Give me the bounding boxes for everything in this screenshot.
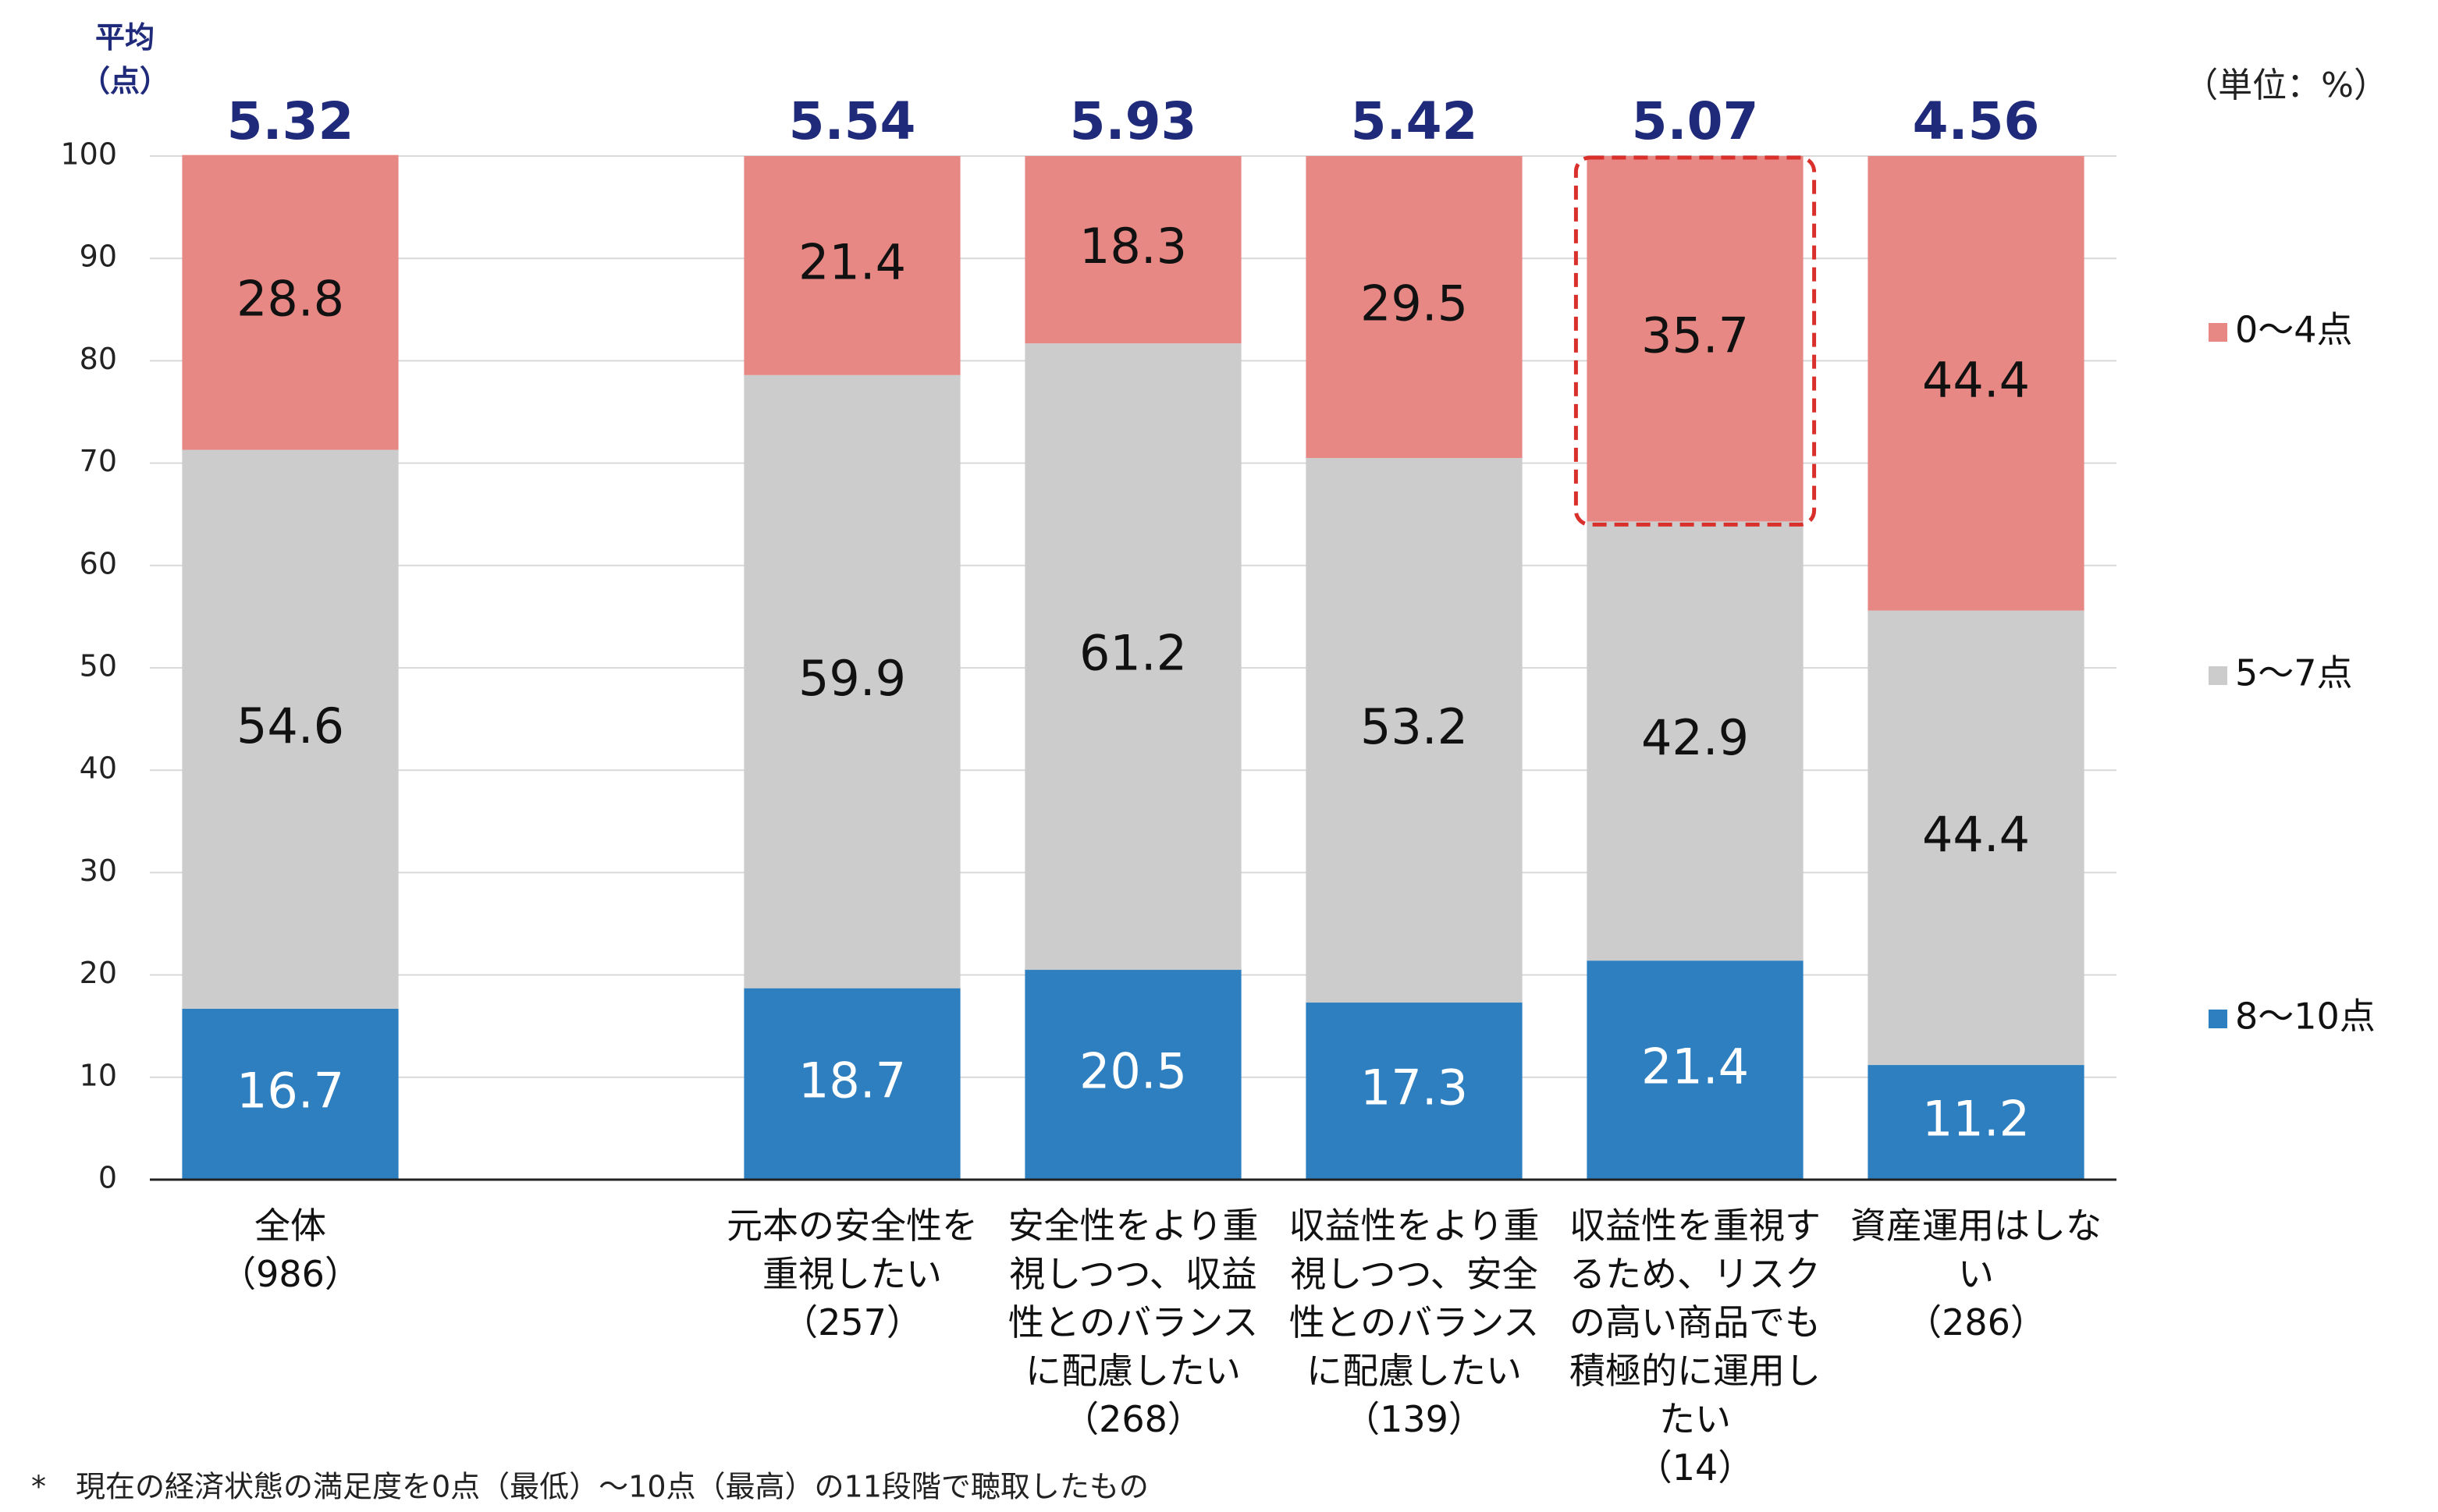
- y-tick-label: 90: [80, 240, 117, 274]
- bar-segment: [1025, 156, 1242, 344]
- data-label: 16.7: [236, 1063, 344, 1120]
- bar-segment: [1306, 1003, 1523, 1180]
- legend-swatch: [2209, 323, 2227, 342]
- data-label: 20.5: [1079, 1043, 1187, 1100]
- x-tick-label: 安全性をより重視しつつ、収益性とのバランスに配慮したい（268）: [1008, 1205, 1258, 1440]
- data-label: 11.2: [1922, 1091, 2030, 1148]
- average-value: 5.32: [227, 91, 354, 151]
- bar-segment: [1025, 970, 1242, 1180]
- x-tick-label: 収益性をより重視しつつ、安全性とのバランスに配慮したい（139）: [1288, 1205, 1539, 1440]
- x-tick-label: 元本の安全性を重視したい（257）: [727, 1205, 978, 1343]
- bar-segment: [182, 449, 399, 1009]
- data-label: 17.3: [1360, 1059, 1468, 1116]
- y-tick-label: 10: [80, 1058, 117, 1092]
- data-label: 29.5: [1360, 275, 1468, 332]
- y-tick-label: 70: [80, 444, 117, 478]
- x-tick-label: 収益性を重視するため、リスクの高い商品でも積極的に運用したい（14）: [1569, 1205, 1821, 1489]
- data-label: 44.4: [1922, 806, 2030, 863]
- y-tick-label: 60: [80, 546, 117, 580]
- bar-segment: [1587, 156, 1804, 522]
- y-tick-label: 20: [80, 956, 117, 990]
- highlight-box: [1573, 155, 1817, 527]
- bar-segment: [744, 156, 961, 375]
- average-value: 4.56: [1913, 91, 2040, 151]
- legend-label: 5〜7点: [2235, 652, 2353, 694]
- legend-swatch: [2209, 1010, 2227, 1028]
- legend-label: 8〜10点: [2235, 996, 2376, 1038]
- bar-segment: [1025, 343, 1242, 971]
- data-label: 18.3: [1079, 218, 1187, 275]
- bar-segment: [1868, 610, 2084, 1066]
- data-label: 61.2: [1079, 625, 1187, 682]
- bar-segment: [1306, 458, 1523, 1003]
- data-label: 21.4: [798, 233, 906, 290]
- average-value: 5.54: [789, 91, 916, 151]
- data-label: 53.2: [1360, 698, 1468, 755]
- x-tick-label: 全体（986）: [220, 1205, 361, 1295]
- average-value: 5.93: [1070, 91, 1197, 151]
- data-label: 42.9: [1641, 709, 1749, 766]
- bar-segment: [1587, 521, 1804, 961]
- footnote: * 現在の経済状態の満足度を0点（最低）〜10点（最高）の11段階で聴取したもの: [31, 1470, 1149, 1504]
- data-label: 54.6: [236, 697, 344, 754]
- legend-label: 0〜4点: [2235, 309, 2353, 351]
- average-label: 平均（点）: [80, 20, 169, 98]
- y-tick-label: 100: [60, 137, 117, 172]
- bar-segment: [182, 154, 399, 450]
- y-tick-label: 30: [80, 854, 117, 888]
- y-tick-label: 40: [80, 751, 117, 786]
- bar-segment: [1587, 960, 1804, 1180]
- bar-segment: [744, 374, 961, 988]
- bar-segment: [182, 1008, 399, 1180]
- y-tick-label: 0: [98, 1161, 117, 1195]
- average-value: 5.07: [1632, 91, 1759, 151]
- bar-segment: [744, 988, 961, 1180]
- data-label: 35.7: [1641, 307, 1749, 364]
- data-label: 44.4: [1922, 351, 2030, 408]
- data-label: 21.4: [1641, 1038, 1749, 1095]
- y-tick-label: 50: [80, 649, 117, 683]
- bar-segment: [1868, 1065, 2084, 1180]
- average-value: 5.42: [1351, 91, 1478, 151]
- bar-segment: [1306, 156, 1523, 459]
- data-label: 18.7: [798, 1052, 906, 1109]
- x-tick-label: 資産運用はしない（286）: [1850, 1205, 2102, 1343]
- y-tick-label: 80: [80, 342, 117, 376]
- data-label: 28.8: [236, 271, 344, 328]
- bar-segment: [1868, 156, 2084, 611]
- legend-swatch: [2209, 666, 2227, 685]
- unit-label: （単位：%）: [2184, 66, 2388, 105]
- data-label: 59.9: [798, 650, 906, 707]
